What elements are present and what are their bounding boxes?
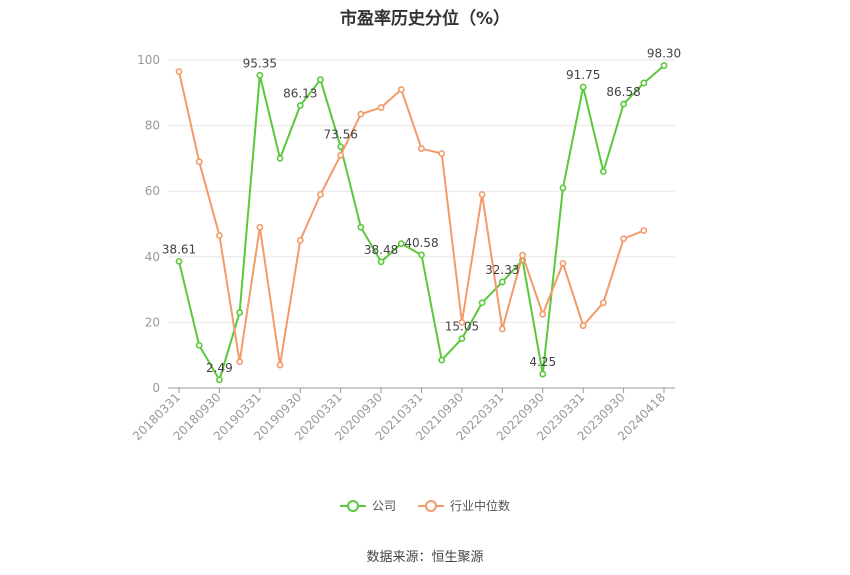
data-point-company xyxy=(660,62,668,69)
y-tick-label: 80 xyxy=(145,119,160,133)
data-point-company xyxy=(317,76,324,84)
chart-title: 市盈率历史分位（%） xyxy=(339,9,511,29)
data-point-industry-median xyxy=(620,235,627,243)
data-point-industry-median xyxy=(579,322,587,330)
legend-item-company[interactable]: 公司 xyxy=(339,497,396,514)
data-point-industry-median xyxy=(216,232,223,239)
legend-swatch-company xyxy=(339,499,366,513)
data-point-company xyxy=(498,278,506,286)
grid-layer xyxy=(168,59,675,323)
y-tick-label: 0 xyxy=(152,381,160,395)
data-point-company xyxy=(377,258,385,266)
data-point-industry-median xyxy=(236,358,244,366)
series-layer xyxy=(175,62,668,384)
data-label: 86.13 xyxy=(283,86,317,100)
data-point-company xyxy=(599,168,607,175)
legend-label-company: 公司 xyxy=(371,499,396,513)
y-tick-label: 60 xyxy=(145,184,160,198)
legend-label-industry-median: 行业中位数 xyxy=(450,499,511,513)
series-line-company xyxy=(178,64,665,381)
data-label: 15.05 xyxy=(445,320,479,334)
data-point-company xyxy=(438,356,446,364)
data-point-industry-median xyxy=(397,86,405,93)
data-label: 2.49 xyxy=(206,361,233,375)
data-point-industry-median xyxy=(438,150,446,157)
data-point-industry-median xyxy=(498,325,506,333)
data-point-company xyxy=(458,335,466,343)
data-label: 98.30 xyxy=(647,47,681,61)
data-point-industry-median xyxy=(337,151,345,159)
data-point-industry-median xyxy=(296,236,304,244)
data-point-company xyxy=(620,100,627,108)
data-point-company xyxy=(559,184,567,192)
data-point-industry-median xyxy=(195,158,203,166)
y-tick-label: 100 xyxy=(137,53,160,67)
data-point-industry-median xyxy=(317,191,324,198)
data-point-company xyxy=(640,79,648,87)
data-point-industry-median xyxy=(418,145,425,152)
data-point-industry-median xyxy=(357,110,365,118)
data-label: 91.75 xyxy=(566,68,600,82)
data-point-industry-median xyxy=(256,223,264,231)
data-point-company xyxy=(296,102,304,109)
data-point-industry-median xyxy=(478,191,486,198)
data-point-company xyxy=(337,143,345,151)
data-point-company xyxy=(216,376,223,384)
legend: 公司 行业中位数 xyxy=(0,497,850,514)
data-label: 86.58 xyxy=(606,85,640,99)
data-point-company xyxy=(276,154,284,162)
data-point-industry-median xyxy=(175,68,183,75)
data-point-industry-median xyxy=(559,259,567,267)
legend-swatch-industry-median xyxy=(418,499,444,513)
data-point-industry-median xyxy=(640,227,648,234)
data-point-company xyxy=(418,251,425,259)
data-point-industry-median xyxy=(377,104,385,111)
data-point-industry-median xyxy=(539,310,547,318)
data-point-company xyxy=(579,83,587,91)
data-point-company xyxy=(236,309,244,316)
data-point-industry-median xyxy=(599,299,607,307)
data-point-company xyxy=(478,299,486,307)
data-point-company xyxy=(256,71,264,79)
data-point-company xyxy=(539,370,547,378)
y-tick-label: 20 xyxy=(145,315,160,329)
data-label: 95.35 xyxy=(243,56,277,70)
legend-item-industry-median[interactable]: 行业中位数 xyxy=(418,497,510,514)
data-point-company xyxy=(397,240,405,248)
label-layer: 38.61 2.49 95.35 86.13 73.56 38.48 40.58 15.05 3… xyxy=(162,47,681,375)
data-point-industry-median xyxy=(276,361,284,369)
data-label: 32.33 xyxy=(485,263,519,277)
data-point-industry-median xyxy=(519,251,526,259)
data-label: 40.58 xyxy=(404,236,438,250)
series-line-industry-median xyxy=(178,71,645,367)
data-point-company xyxy=(175,257,183,265)
data-label: 38.61 xyxy=(162,242,196,256)
axis-layer: 0204060801002018033120180930201903312019… xyxy=(130,53,675,443)
data-point-company xyxy=(357,223,365,231)
source-note: 数据来源：恒生聚源 xyxy=(366,550,484,565)
data-label: 38.48 xyxy=(364,243,398,257)
data-point-company xyxy=(195,341,203,349)
data-label: 73.56 xyxy=(323,128,357,142)
y-tick-label: 40 xyxy=(145,250,160,264)
data-label: 4.25 xyxy=(529,355,556,369)
data-point-industry-median xyxy=(458,318,466,326)
